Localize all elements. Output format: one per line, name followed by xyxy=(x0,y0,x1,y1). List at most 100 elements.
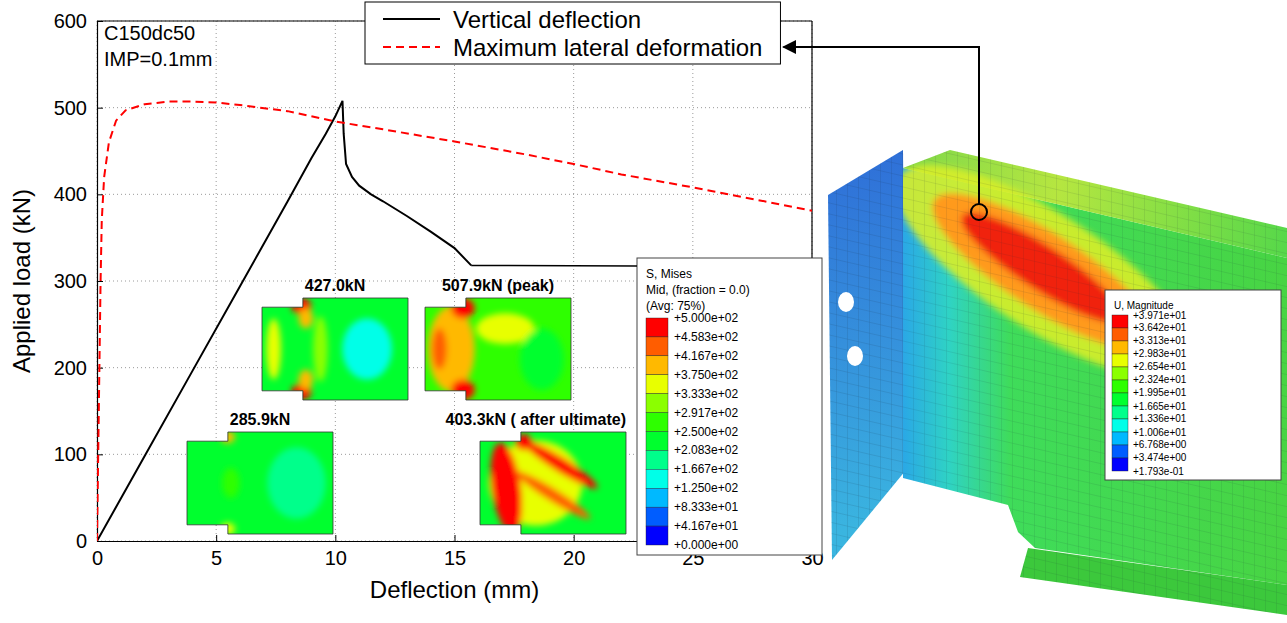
color-band xyxy=(646,394,668,413)
y-tick: 200 xyxy=(54,357,103,379)
contour-blob xyxy=(299,369,314,389)
color-bar-label: +4.167e+02 xyxy=(674,349,738,363)
y-tick: 300 xyxy=(54,270,103,292)
contour-blob xyxy=(513,467,594,524)
x-tick-mark xyxy=(216,535,217,541)
legend-box xyxy=(365,2,780,64)
data-line xyxy=(97,102,812,541)
annotation: IMP=0.1mm xyxy=(104,48,212,70)
inset-contours xyxy=(266,298,392,400)
y-tick-label: 300 xyxy=(54,270,87,292)
color-bar-title: S, Mises xyxy=(646,267,692,281)
x-tick: 20 xyxy=(563,535,585,569)
contour-blob xyxy=(432,329,447,370)
inset-label: 285.9kN xyxy=(230,411,291,428)
fe-model xyxy=(828,128,1287,615)
color-band xyxy=(646,413,668,432)
y-tick: 100 xyxy=(54,443,103,465)
color-band xyxy=(1112,367,1128,380)
color-bar-label: +2.500e+02 xyxy=(674,425,738,439)
inset-contours xyxy=(221,431,326,535)
x-tick-label: 15 xyxy=(444,547,466,569)
bottom-flange-mesh xyxy=(1020,548,1287,615)
bolt-hole xyxy=(838,292,854,312)
insets: 427.0kN507.9kN (peak)285.9kN403.3kN ( af… xyxy=(187,277,626,536)
y-tick-mark xyxy=(97,281,103,282)
contour-blob xyxy=(515,434,533,450)
inset-label: 403.3kN ( after ultimate) xyxy=(445,411,626,428)
color-band xyxy=(1112,419,1128,432)
x-tick-mark xyxy=(574,535,575,541)
y-axis-title: Applied load (kN) xyxy=(8,189,35,373)
bolt-hole xyxy=(847,346,863,366)
inset-plate xyxy=(262,298,408,400)
color-bar-label: +8.333e+01 xyxy=(674,500,738,514)
color-bar-box xyxy=(1105,290,1281,480)
contour-blob xyxy=(267,447,325,518)
legend-label: Vertical deflection xyxy=(453,6,641,33)
color-band xyxy=(646,469,668,488)
inset-outline xyxy=(425,298,571,400)
color-bar-label: +1.250e+02 xyxy=(674,481,738,495)
y-grid-line xyxy=(97,107,812,108)
y-tick-label: 600 xyxy=(54,10,87,32)
legend-label: Maximum lateral deformation xyxy=(453,34,762,61)
inset-contour-blobs xyxy=(428,298,564,400)
lines xyxy=(97,101,812,541)
color-bar-label: +2.083e+02 xyxy=(674,443,738,457)
color-bar-title: Mid, (fraction = 0.0) xyxy=(646,283,750,297)
inset-contour-blobs xyxy=(266,298,392,400)
y-axis: 0 100 200 300 400 500 600 xyxy=(54,10,103,552)
y-tick-label: 400 xyxy=(54,183,87,205)
y-tick: 400 xyxy=(54,183,103,205)
data-line xyxy=(97,101,471,541)
legend-swatch xyxy=(383,18,440,20)
inset-outline xyxy=(262,298,408,400)
color-bar-label: +3.642e+01 xyxy=(1133,322,1187,333)
y-tick: 500 xyxy=(54,97,103,119)
color-bar-label: +1.336e+01 xyxy=(1133,413,1187,424)
inset-label: 427.0kN xyxy=(305,277,366,294)
inset: 403.3kN ( after ultimate) xyxy=(445,411,626,536)
inset-contours xyxy=(428,298,564,400)
color-bar-label: +2.654e+01 xyxy=(1133,361,1187,372)
inset-contours xyxy=(485,434,601,536)
color-band xyxy=(646,488,668,507)
color-band xyxy=(646,318,668,337)
color-bar-label: +2.983e+01 xyxy=(1133,348,1187,359)
color-bar-label: +3.474e+00 xyxy=(1133,452,1187,463)
annotation: C150dc50 xyxy=(104,22,195,44)
contour-blob xyxy=(451,380,474,400)
color-band xyxy=(1112,315,1128,328)
x-axis-title: Deflection (mm) xyxy=(370,576,539,603)
y-tick-mark xyxy=(97,194,103,195)
contour-blob xyxy=(342,318,392,379)
contour-blob xyxy=(451,298,474,318)
y-tick: 600 xyxy=(54,10,103,32)
legend-swatch xyxy=(383,46,440,48)
color-band xyxy=(1112,432,1128,445)
x-tick-label: 20 xyxy=(563,547,585,569)
y-tick-label: 200 xyxy=(54,357,87,379)
color-bar-label: +4.583e+02 xyxy=(674,330,738,344)
color-bar-box xyxy=(637,258,822,555)
color-bar-label: +1.006e+01 xyxy=(1133,427,1187,438)
color-band xyxy=(646,375,668,394)
color-band xyxy=(646,526,668,545)
inset-plate xyxy=(425,298,571,400)
contour-blob xyxy=(485,441,527,536)
legend: Vertical deflectionMaximum lateral defor… xyxy=(365,2,780,64)
y-tick-label: 0 xyxy=(76,530,87,552)
color-band xyxy=(646,450,668,469)
color-bar-label: +3.333e+02 xyxy=(674,387,738,401)
color-band xyxy=(1112,393,1128,406)
flange-mesh xyxy=(903,150,1287,258)
y-tick-mark xyxy=(97,541,103,542)
inset: 285.9kN xyxy=(187,411,333,535)
x-tick-mark xyxy=(455,535,456,541)
inset-contour-blobs xyxy=(485,434,601,536)
x-tick: 15 xyxy=(444,535,466,569)
color-band xyxy=(1112,354,1128,367)
x-tick-label: 10 xyxy=(325,547,347,569)
color-bar-label: +5.000e+02 xyxy=(674,311,738,325)
